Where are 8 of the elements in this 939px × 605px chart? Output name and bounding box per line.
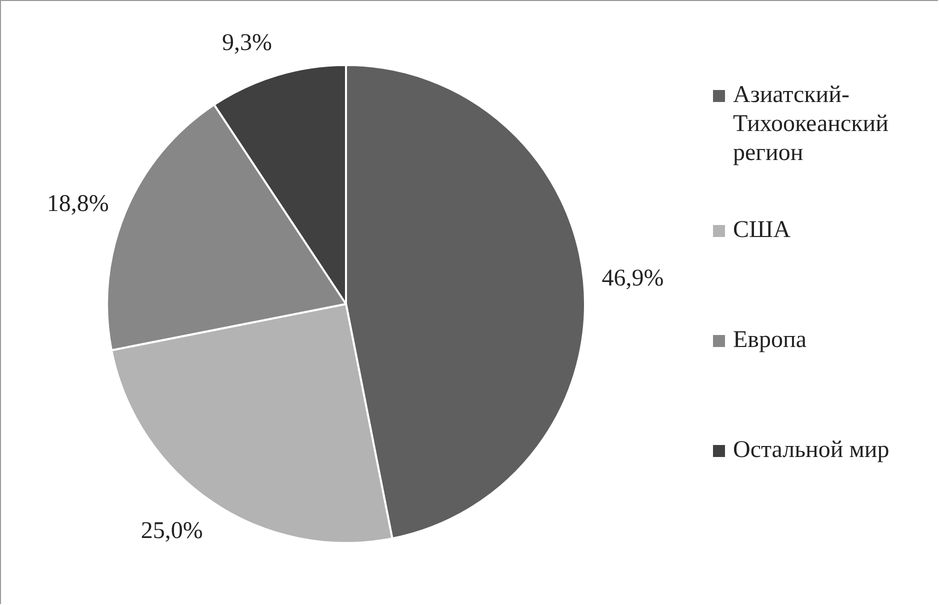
legend-label: Остальной мир: [732, 436, 890, 465]
data-label: 9,3%: [222, 30, 272, 56]
data-label: 18,8%: [46, 191, 109, 218]
legend-label: Азиатский-Тихоокеанский регион: [732, 81, 890, 168]
data-label: 25,0%: [140, 518, 203, 544]
data-label: 46,9%: [602, 265, 664, 292]
legend-label: Европа: [732, 326, 806, 355]
legend-label: США: [732, 216, 791, 245]
